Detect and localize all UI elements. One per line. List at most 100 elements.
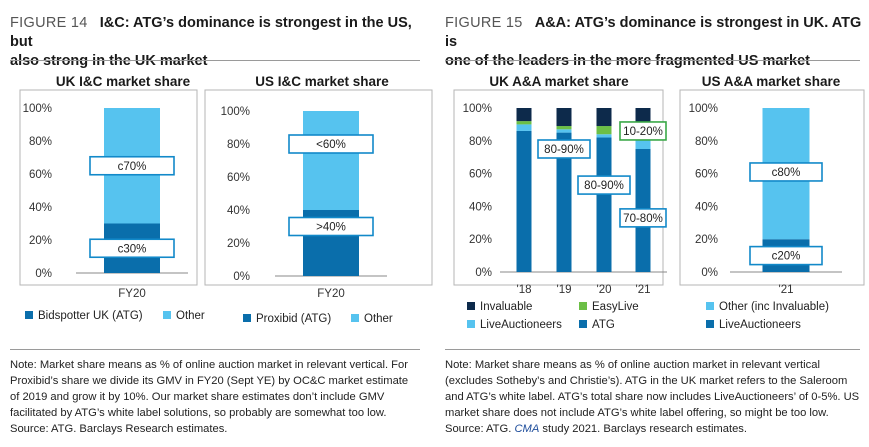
data-label: <60% (316, 139, 346, 151)
figure-14-divider (10, 60, 420, 61)
figure-15-heading: A&A: ATG’s dominance is strongest in UK.… (445, 15, 862, 50)
bar-segment (516, 130, 532, 272)
data-label-box (749, 162, 823, 182)
data-label: 10-20% (623, 126, 663, 138)
legend-swatch (579, 302, 587, 310)
bar-segment (516, 121, 532, 125)
y-tick-label: 20% (695, 234, 718, 246)
legend-label: Other (364, 313, 393, 325)
data-label-box (89, 155, 175, 176)
note-line: market share does not include ATG’s whit… (445, 407, 829, 419)
note-line: Proxibid’s share we divide its GMV in FY… (10, 375, 409, 387)
legend-swatch (25, 311, 33, 319)
source-cma: CMA (514, 423, 540, 435)
figure-15-note: Note: Market share means as % of online … (445, 357, 865, 437)
figure-15-note-divider (445, 349, 860, 350)
legend-label: Proxibid (ATG) (256, 313, 331, 325)
legend-swatch (706, 320, 714, 328)
bar-segment (596, 108, 612, 127)
bar-segment (556, 132, 572, 272)
data-label: >40% (316, 222, 346, 234)
bar-segment (556, 126, 572, 130)
note-line: Note: Market share means as % of online … (10, 359, 408, 371)
y-tick-label: 0% (701, 267, 718, 279)
y-tick-label: 20% (29, 235, 52, 247)
y-tick-label: 40% (695, 201, 718, 213)
y-tick-label: 80% (469, 136, 492, 148)
chart-frame (453, 89, 664, 286)
y-tick-label: 100% (689, 103, 718, 115)
y-tick-label: 40% (469, 201, 492, 213)
y-tick-label: 80% (29, 136, 52, 148)
y-tick-label: 40% (227, 205, 250, 217)
data-label-box (619, 121, 667, 141)
data-label: c80% (772, 167, 801, 179)
chart-frame (204, 89, 433, 286)
y-tick-label: 60% (695, 169, 718, 181)
bar-segment (596, 134, 612, 138)
y-tick-label: 100% (23, 103, 52, 115)
legend-swatch (351, 314, 359, 322)
y-tick-label: 80% (227, 139, 250, 151)
y-tick-label: 40% (29, 202, 52, 214)
bar-segment (635, 139, 651, 149)
x-tick-label: '19 (557, 284, 572, 296)
note-source: Source: ATG. Barclays Research estimates… (10, 423, 228, 435)
note-line: (excludes Sotheby’s and Christie’s). ATG… (445, 375, 848, 387)
y-tick-label: 0% (475, 267, 492, 279)
chart-title: UK A&A market share (489, 74, 629, 89)
note-line: Note: Market share means as % of online … (445, 359, 820, 371)
note-source: Source: ATG. CMA study 2021. Barclays re… (445, 421, 865, 437)
legend-swatch (243, 314, 251, 322)
data-label: c30% (118, 243, 147, 255)
legend-label: Other (inc Invaluable) (719, 301, 829, 313)
bar-segment (556, 108, 572, 127)
y-tick-label: 0% (35, 268, 52, 280)
legend-label: LiveAuctioneers (480, 319, 562, 331)
y-tick-label: 100% (221, 106, 250, 118)
data-label: 80-90% (584, 180, 624, 192)
legend-label: Invaluable (480, 301, 532, 313)
y-tick-label: 100% (463, 103, 492, 115)
legend-label: Bidspotter UK (ATG) (38, 310, 143, 322)
legend-label: ATG (592, 319, 615, 331)
data-label-box (749, 245, 823, 266)
source-suffix: study 2021. Barclays research estimates. (539, 423, 747, 435)
note-line: and ATG’s white label. ATG’s total share… (445, 391, 860, 403)
data-label-box (619, 208, 667, 228)
chart-frame (19, 89, 198, 286)
data-label: 70-80% (623, 213, 663, 225)
legend-label: EasyLive (592, 301, 639, 313)
bar-segment (596, 137, 612, 272)
x-tick-label: FY20 (317, 288, 345, 300)
legend-swatch (579, 320, 587, 328)
figure-14-heading: I&C: ATG’s dominance is strongest in the… (10, 15, 412, 50)
figure-14-title: FIGURE 14 I&C: ATG’s dominance is strong… (10, 14, 430, 71)
chart-title: US A&A market share (702, 74, 841, 89)
figure-15-heading-2: one of the leaders in the more fragmente… (445, 53, 811, 69)
data-label: c20% (772, 251, 801, 263)
y-tick-label: 20% (469, 234, 492, 246)
figure-15-number: FIGURE 15 (445, 15, 523, 31)
data-label-box (288, 134, 374, 154)
data-label-box (577, 175, 631, 195)
legend-swatch (706, 302, 714, 310)
x-tick-label: FY20 (118, 288, 146, 300)
legend-swatch (467, 302, 475, 310)
chart-frame (679, 89, 865, 286)
y-tick-label: 60% (29, 169, 52, 181)
figure-15-divider (445, 60, 860, 61)
bar-segment (516, 108, 532, 122)
y-tick-label: 60% (227, 172, 250, 184)
data-label-box (288, 216, 374, 237)
data-label-box (89, 238, 175, 259)
bar-segment (596, 126, 612, 135)
figure-14-note: Note: Market share means as % of online … (10, 357, 430, 437)
y-tick-label: 20% (227, 238, 250, 250)
legend-label: LiveAuctioneers (719, 319, 801, 331)
figure-15-title: FIGURE 15 A&A: ATG’s dominance is strong… (445, 14, 865, 71)
data-label: c70% (118, 161, 147, 173)
x-tick-label: '20 (597, 284, 612, 296)
y-tick-label: 60% (469, 169, 492, 181)
